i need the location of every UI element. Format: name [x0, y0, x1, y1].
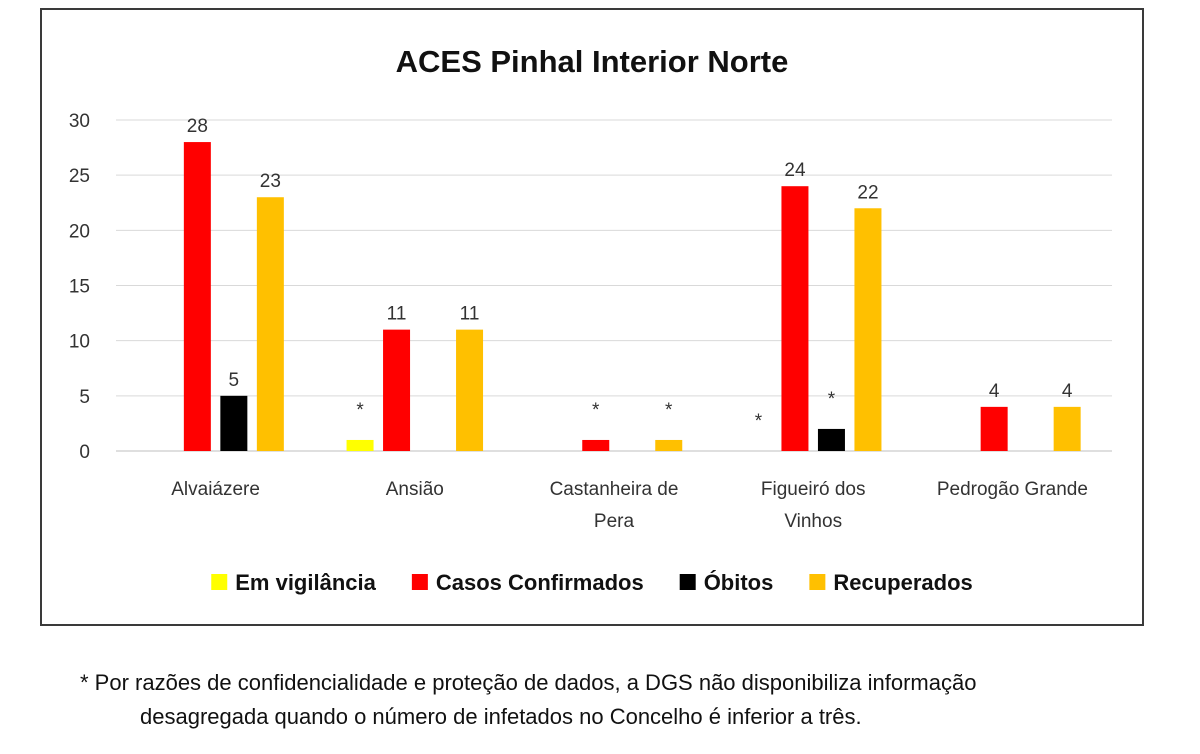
- y-tick-label: 10: [69, 332, 90, 353]
- bar: [183, 142, 211, 452]
- y-tick-label: 15: [69, 277, 90, 298]
- x-category-label: Pedrogão Grande: [937, 479, 1088, 500]
- x-category-label: Figueiró dos: [761, 479, 866, 500]
- bar: [456, 329, 484, 451]
- legend-item: Casos Confirmados: [411, 570, 644, 595]
- legend-swatch: [411, 574, 428, 590]
- x-category-label: Vinhos: [784, 511, 842, 532]
- chart-title: ACES Pinhal Interior Norte: [396, 44, 789, 79]
- data-label: 4: [989, 381, 1000, 402]
- bar: [383, 329, 411, 451]
- bar: [582, 439, 610, 451]
- footnote-line-2: desagregada quando o número de infetados…: [140, 704, 862, 729]
- bar-chart: ACES Pinhal Interior Norte 051015202530 …: [69, 44, 1112, 595]
- data-label: 11: [387, 304, 407, 325]
- bars: [183, 142, 1081, 452]
- bar: [854, 208, 882, 451]
- data-label: 5: [229, 370, 240, 391]
- legend-label: Óbitos: [704, 570, 774, 595]
- data-label: *: [828, 389, 836, 410]
- x-category-label: Castanheira de: [550, 479, 679, 500]
- chart-frame: ACES Pinhal Interior Norte 0 5 10 15 20 25 30 …: [40, 8, 1144, 626]
- legend-label: Recuperados: [833, 570, 972, 595]
- legend: Em vigilância Casos Confirmados Óbitos Recu…: [211, 570, 973, 595]
- bar: [781, 186, 809, 451]
- footnote-line-1: * Por razões de confidencialidade e prot…: [80, 670, 977, 695]
- legend-item: Recuperados: [809, 570, 973, 595]
- y-tick-label: 20: [69, 221, 90, 242]
- data-label: *: [356, 400, 364, 421]
- bar: [220, 395, 248, 451]
- bar: [980, 406, 1008, 451]
- legend-swatch: [809, 574, 826, 590]
- bar: [346, 439, 374, 451]
- x-axis-categories: Alvaiázere Ansião Castanheira de Pera Figuei…: [171, 479, 1088, 532]
- x-category-label: Pera: [594, 511, 635, 532]
- y-axis: 0 5 10 15 20 25 30: [69, 111, 90, 463]
- legend-label: Casos Confirmados: [436, 570, 644, 595]
- data-label: *: [592, 400, 600, 421]
- legend-label: Em vigilância: [235, 570, 376, 595]
- y-tick-label: 25: [69, 166, 90, 187]
- x-category-label: Ansião: [386, 479, 444, 500]
- y-tick-label: 0: [79, 442, 90, 463]
- y-tick-label: 5: [79, 387, 90, 408]
- data-labels: 28 5 23 * 11 11 * * * 24 * 22 4 4: [187, 116, 1073, 432]
- data-label: *: [665, 400, 673, 421]
- data-label: 28: [187, 116, 208, 137]
- bar: [1053, 406, 1081, 451]
- data-label: 23: [260, 171, 281, 192]
- data-label: *: [755, 411, 763, 432]
- data-label: 11: [460, 304, 480, 325]
- data-label: 24: [784, 160, 806, 181]
- data-label: 22: [857, 182, 878, 203]
- bar: [655, 439, 683, 451]
- x-category-label: Alvaiázere: [171, 479, 260, 500]
- y-tick-label: 30: [69, 111, 90, 132]
- legend-item: Óbitos: [679, 570, 774, 595]
- bar: [817, 428, 845, 451]
- data-label: 4: [1062, 381, 1073, 402]
- legend-swatch: [679, 574, 696, 590]
- bar: [256, 197, 284, 451]
- legend-item: Em vigilância: [211, 570, 377, 595]
- legend-swatch: [211, 574, 228, 590]
